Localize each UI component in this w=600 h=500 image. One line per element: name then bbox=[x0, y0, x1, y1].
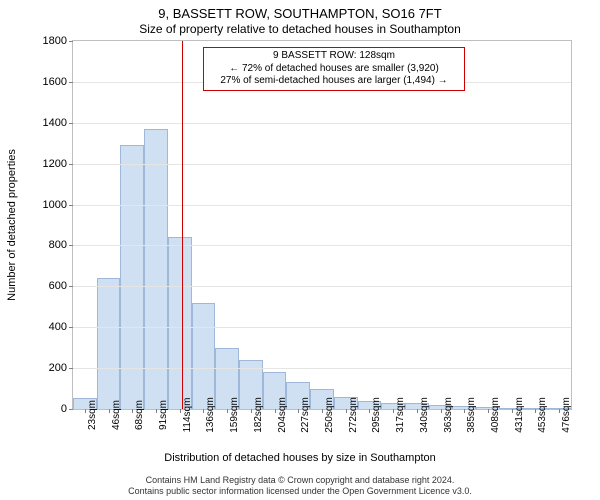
x-tick-label: 250sqm bbox=[322, 397, 335, 433]
x-tick-label: 46sqm bbox=[109, 400, 122, 430]
y-tick-label: 400 bbox=[49, 321, 73, 333]
y-tick-label: 1000 bbox=[43, 199, 73, 211]
histogram-bar bbox=[144, 129, 168, 409]
footer-line2: Contains public sector information licen… bbox=[128, 486, 472, 496]
x-tick-label: 136sqm bbox=[203, 397, 216, 433]
x-tick-label: 114sqm bbox=[180, 398, 193, 433]
y-tick-label: 1600 bbox=[43, 76, 73, 88]
x-tick-label: 227sqm bbox=[298, 397, 311, 433]
x-tick-label: 159sqm bbox=[227, 397, 240, 433]
annotation-line: 9 BASSETT ROW: 128sqm bbox=[208, 50, 460, 63]
histogram-bar bbox=[120, 145, 144, 409]
chart-title: 9, BASSETT ROW, SOUTHAMPTON, SO16 7FT bbox=[0, 6, 600, 21]
x-tick-label: 431sqm bbox=[512, 397, 525, 433]
x-tick-label: 453sqm bbox=[535, 397, 548, 433]
x-axis-label: Distribution of detached houses by size … bbox=[0, 452, 600, 464]
x-tick-label: 272sqm bbox=[346, 397, 359, 433]
x-tick-label: 68sqm bbox=[132, 400, 145, 430]
footer-line1: Contains HM Land Registry data © Crown c… bbox=[146, 475, 455, 485]
x-tick-label: 363sqm bbox=[441, 397, 454, 433]
x-tick-label: 204sqm bbox=[275, 397, 288, 433]
y-tick-label: 1800 bbox=[43, 35, 73, 47]
x-tick-label: 295sqm bbox=[369, 397, 382, 433]
histogram-bar bbox=[168, 237, 192, 409]
annotation-box: 9 BASSETT ROW: 128sqm← 72% of detached h… bbox=[203, 47, 465, 91]
x-tick-label: 182sqm bbox=[251, 397, 264, 433]
histogram-bar bbox=[97, 278, 121, 409]
x-tick-label: 385sqm bbox=[464, 397, 477, 433]
annotation-line: 27% of semi-detached houses are larger (… bbox=[208, 75, 460, 88]
y-tick-label: 600 bbox=[49, 280, 73, 292]
bars-container bbox=[73, 41, 571, 409]
annotation-line: ← 72% of detached houses are smaller (3,… bbox=[208, 63, 460, 76]
x-tick-label: 91sqm bbox=[156, 400, 169, 430]
y-tick-label: 1200 bbox=[43, 158, 73, 170]
footer-attribution: Contains HM Land Registry data © Crown c… bbox=[0, 475, 600, 497]
histogram-bar bbox=[192, 303, 216, 409]
y-tick-label: 0 bbox=[61, 403, 73, 415]
y-tick-label: 800 bbox=[49, 239, 73, 251]
y-axis-label: Number of detached properties bbox=[6, 149, 18, 301]
x-tick-label: 317sqm bbox=[393, 397, 406, 433]
reference-line bbox=[182, 41, 183, 409]
x-tick-label: 340sqm bbox=[417, 397, 430, 433]
chart-subtitle: Size of property relative to detached ho… bbox=[0, 22, 600, 36]
y-tick-label: 200 bbox=[49, 362, 73, 374]
plot-area: 02004006008001000120014001600180023sqm46… bbox=[72, 40, 572, 410]
y-tick-label: 1400 bbox=[43, 117, 73, 129]
x-tick-label: 476sqm bbox=[559, 397, 572, 433]
x-tick-label: 408sqm bbox=[488, 397, 501, 433]
x-tick-label: 23sqm bbox=[85, 400, 98, 430]
